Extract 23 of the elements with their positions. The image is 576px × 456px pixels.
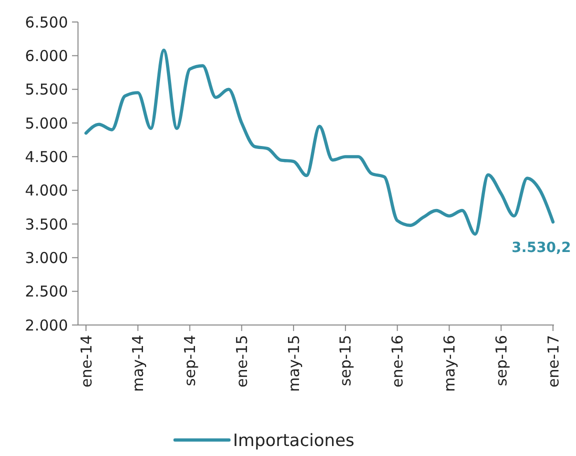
y-tick-label: 5.000 (25, 114, 68, 132)
x-tick-label: ene-15 (232, 335, 251, 388)
x-tick-label: sep-16 (492, 335, 510, 386)
y-tick-label: 4.000 (25, 182, 68, 200)
y-tick-label: 3.500 (25, 215, 68, 234)
y-tick-label: 3.000 (25, 248, 68, 267)
x-tick-label: ene-14 (77, 335, 96, 388)
y-tick-label: 2.000 (25, 316, 68, 334)
line-series (84, 48, 555, 236)
x-tick-label: ene-16 (388, 335, 407, 388)
x-tick-label: sep-15 (336, 335, 355, 386)
x-tick-label: ene-17 (544, 335, 562, 388)
y-tick-label: 5.500 (25, 80, 68, 99)
y-tick-label: 6.500 (25, 13, 68, 32)
x-tick-label: may-14 (129, 335, 148, 392)
y-tick-label: 6.000 (25, 46, 68, 65)
y-tick-label: 2.500 (25, 282, 68, 301)
x-tick-label: may-15 (284, 335, 303, 392)
annotation: 3.530,2 (512, 240, 571, 256)
x-tick-label: may-16 (440, 335, 458, 392)
legend-label: Importaciones (233, 430, 355, 451)
y-tick-label: 4.500 (25, 148, 68, 166)
x-tick-label: sep-14 (181, 335, 200, 386)
